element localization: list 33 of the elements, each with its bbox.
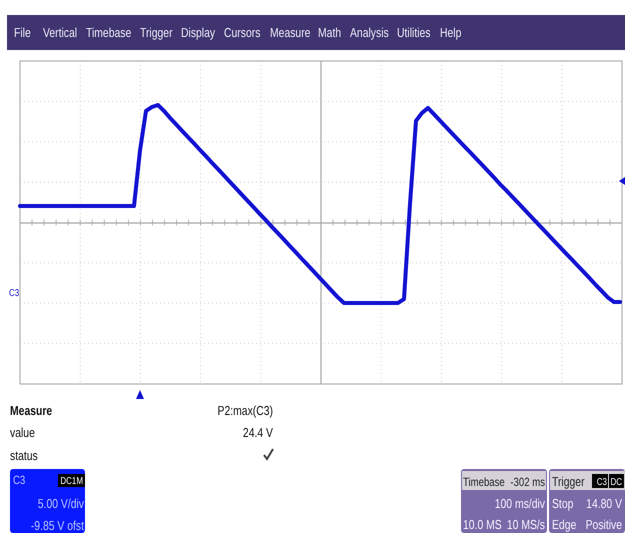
text: 24.4 V bbox=[242, 426, 274, 440]
text: File bbox=[14, 26, 32, 40]
text: -9.85 V ofst bbox=[30, 518, 85, 533]
text: -302 ms bbox=[510, 476, 546, 490]
text: C3 bbox=[596, 476, 607, 488]
text: Display bbox=[181, 26, 216, 40]
text: Utilities bbox=[397, 26, 431, 40]
text: Measure bbox=[270, 26, 311, 40]
text: Stop bbox=[552, 496, 574, 512]
text: value bbox=[10, 426, 36, 440]
text: 100 ms/div bbox=[494, 496, 546, 512]
text: 10.0 MS bbox=[463, 518, 502, 532]
text: Timebase bbox=[463, 476, 505, 490]
text: DC bbox=[610, 476, 622, 488]
text: Math bbox=[318, 26, 342, 40]
text: Measure bbox=[10, 404, 53, 418]
text: Edge bbox=[552, 518, 577, 532]
text: DC1M bbox=[60, 475, 83, 486]
text: Analysis bbox=[350, 26, 389, 40]
text: 14.80 V bbox=[586, 496, 622, 512]
text: C3 bbox=[13, 474, 26, 488]
text: Vertical bbox=[43, 26, 78, 40]
text: Timebase bbox=[86, 26, 132, 40]
text: 10 MS/s bbox=[506, 518, 546, 532]
text: C3 bbox=[9, 287, 20, 298]
text: 5.00 V/div bbox=[38, 496, 84, 512]
text: Positive bbox=[586, 518, 622, 532]
text: status bbox=[10, 448, 38, 464]
text: Cursors bbox=[224, 26, 260, 40]
text: Trigger bbox=[140, 26, 173, 40]
text: Help bbox=[440, 26, 462, 40]
text: Trigger bbox=[552, 474, 585, 490]
text: P2:max(C3) bbox=[218, 404, 274, 418]
